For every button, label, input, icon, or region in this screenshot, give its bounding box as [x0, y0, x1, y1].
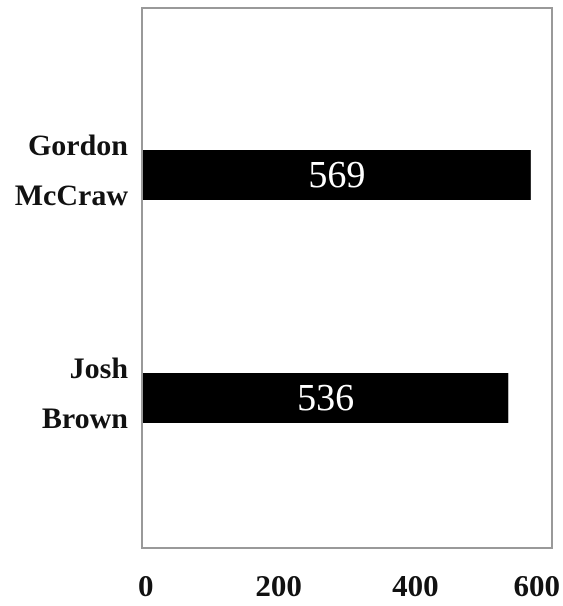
category-label-line: McCraw — [15, 179, 129, 212]
category-label-line: Josh — [70, 352, 129, 385]
category-label-line: Gordon — [28, 129, 128, 162]
category-label-0: Gordon McCraw — [15, 129, 129, 212]
category-label-1: Josh Brown — [42, 352, 128, 435]
category-label-line: Brown — [42, 402, 128, 435]
bar-0 — [143, 150, 531, 200]
x-tick-label-0: 0 — [138, 568, 154, 603]
x-tick-label-3: 600 — [514, 568, 561, 603]
plot-frame — [141, 7, 553, 549]
bar-1 — [143, 373, 509, 423]
x-tick-label-1: 200 — [255, 568, 302, 603]
bar-data-label-1: 536 — [297, 377, 354, 419]
bar-data-label-0: 569 — [308, 154, 365, 196]
x-tick-label-2: 400 — [392, 568, 439, 603]
